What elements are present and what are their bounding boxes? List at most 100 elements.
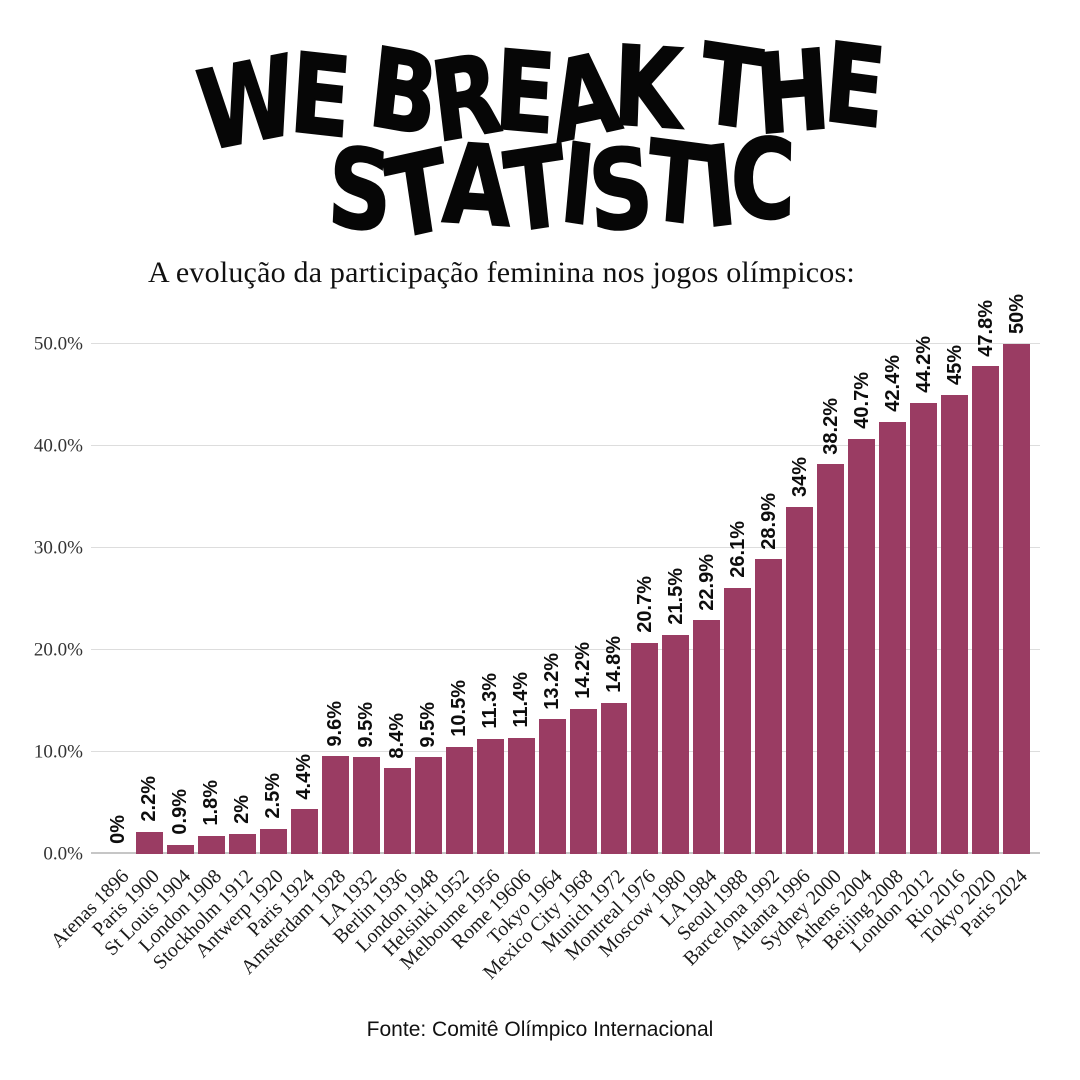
bars-row: 0% Atenas 1896 2.2% Paris 1900 0.9% St Louis …: [47, 294, 1032, 984]
chart-title: A evolução da participação feminina nos …: [148, 256, 855, 289]
bar: [166, 844, 194, 854]
logo-letter: T: [642, 115, 709, 251]
bar-value-label: 2.5%: [262, 772, 285, 819]
bar-slot: 42.4% Beijing 2008: [819, 344, 908, 954]
bar-slot: 8.4% Berlin 1936: [329, 344, 412, 948]
bar: [755, 559, 783, 854]
bar: [259, 828, 287, 854]
bar: [879, 421, 907, 854]
bar-value-label: 20.7%: [633, 576, 656, 633]
bar: [941, 395, 969, 854]
bar-value-label: 2.2%: [138, 775, 161, 822]
bar-slot: 1.8% London 1908: [135, 344, 226, 957]
bar-value-label: 13.2%: [541, 652, 564, 710]
bar: [569, 709, 597, 854]
bar-slot: 38.2% Sydney 2000: [756, 344, 846, 955]
bar-slot: 2.2% Paris 1900: [89, 344, 165, 941]
logo-letter: W: [190, 31, 300, 177]
bar-value-label: 11.4%: [510, 672, 533, 728]
bar: [972, 366, 1000, 854]
bar-slot: 2.5% Antwerp 1920: [191, 344, 288, 962]
bar-slot: 21.5% Moscow 1980: [595, 344, 691, 961]
bar-value-label: 44.2%: [912, 336, 935, 394]
bar: [476, 738, 504, 854]
bar-value-label: 1.8%: [200, 780, 223, 826]
logo-letter: S: [584, 123, 652, 258]
y-tick-label: 40.0%: [33, 435, 83, 457]
bar-slot: 10.5% Helsinki 1952: [379, 344, 474, 960]
bar-value-label: 45%: [943, 344, 966, 385]
bar-value-label: 28.9%: [757, 492, 780, 550]
logo-letter: T: [498, 121, 568, 258]
bar-value-label: 2%: [231, 794, 254, 824]
bar-slot: 28.9% Barcelona 1992: [679, 344, 784, 970]
bar-slot: 9.5% LA 1932: [316, 344, 381, 931]
bar-slot: 20.7% Montreal 1976: [561, 344, 660, 964]
bar-value-label: 21.5%: [664, 567, 687, 625]
bar-value-label: 22.9%: [695, 553, 718, 611]
bar-slot: 14.2% Mexico City 1968: [479, 344, 597, 983]
bar-value-label: 9.6%: [324, 700, 347, 747]
bar-value-label: 26.1%: [726, 521, 749, 578]
bar: [445, 746, 473, 854]
bar: [600, 703, 628, 854]
logo-letter: C: [728, 113, 792, 245]
bar: [414, 757, 442, 854]
y-tick-label: 0.0%: [43, 843, 83, 865]
bar: [507, 737, 535, 854]
bar-value-label: 9.5%: [417, 701, 440, 748]
bar-value-label: 8.4%: [386, 712, 409, 759]
bar: [848, 438, 876, 854]
bar: [538, 719, 566, 854]
bar: [724, 587, 752, 854]
bar: [197, 835, 225, 854]
bar: [321, 756, 349, 854]
y-tick-label: 30.0%: [33, 537, 83, 559]
bar-slot: 14.8% Munich 1972: [537, 344, 628, 956]
bar-slot: 40.7% Athens 2004: [789, 344, 876, 953]
bar-slot: 2% Stockholm 1912: [149, 344, 258, 974]
bar-slot: 0.9% St Louis 1904: [100, 344, 195, 960]
bar-slot: 0% Atenas 1896: [47, 344, 134, 952]
gridline: [91, 445, 1040, 446]
bar-value-label: 38.2%: [819, 397, 842, 455]
bar-value-label: 4.4%: [293, 753, 316, 800]
bar: [383, 768, 411, 854]
bar: [786, 507, 814, 854]
bar-slot: 26.1% Seoul 1988: [673, 344, 753, 945]
bar-slot: 11.3% Melboume 1956: [396, 344, 505, 974]
bar-slot: 4.4% Paris 1924: [243, 344, 319, 941]
bar-value-label: 0.9%: [169, 789, 192, 835]
bar-slot: 22.9% LA 1984: [656, 344, 721, 931]
bar: [662, 634, 690, 854]
bar: [693, 620, 721, 854]
bar: [1003, 344, 1031, 854]
bar-value-label: 50%: [1005, 293, 1028, 334]
gridline: [91, 343, 1040, 344]
y-tick-label: 50.0%: [33, 333, 83, 355]
logo-letter: E: [819, 17, 886, 153]
bar: [817, 464, 845, 854]
logo: WE BREAK THE STATISTIC: [106, 17, 974, 265]
bar: [910, 403, 938, 854]
logo-letter: S: [325, 122, 392, 257]
bar-slot: 50% Paris 2024: [956, 294, 1032, 941]
logo-letter: A: [439, 118, 509, 252]
bar-value-label: 10.5%: [448, 680, 471, 737]
bar-slot: 13.2% Tokyo 1964: [484, 344, 567, 949]
bar-slot: 45% Rio 2016: [902, 344, 970, 933]
plot-area: 0% Atenas 1896 2.2% Paris 1900 0.9% St Louis …: [34, 294, 1040, 984]
bar: [290, 809, 318, 854]
bar-slot: 47.8% Tokyo 2020: [917, 300, 1000, 949]
source-note: Fonte: Comitê Olímpico Internacional: [366, 1018, 714, 1041]
bar-value-label: 47.8%: [974, 299, 997, 357]
bar-value-label: 0%: [107, 815, 130, 844]
gridline: [91, 547, 1040, 548]
y-tick-label: 10.0%: [33, 741, 83, 763]
bar: [228, 833, 256, 854]
bar-value-label: 11.3%: [479, 673, 502, 729]
bar: [352, 757, 380, 854]
bar-value-label: 40.7%: [850, 372, 873, 429]
y-tick-label: 20.0%: [33, 639, 83, 661]
